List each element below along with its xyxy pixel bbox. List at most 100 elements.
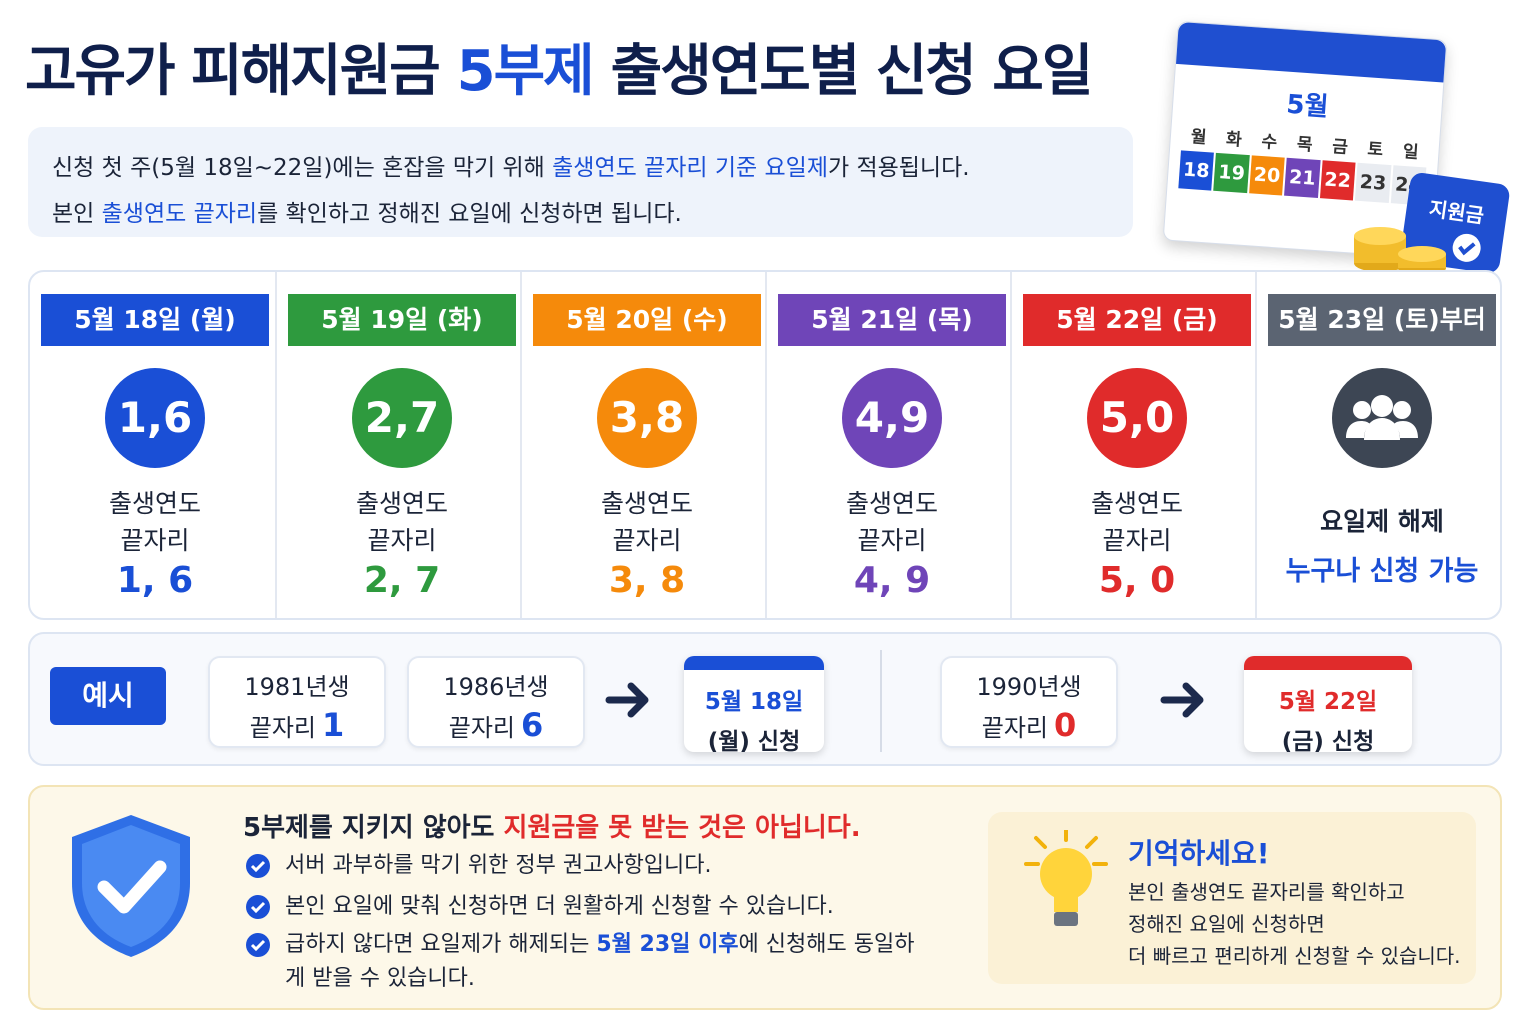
weekday: 목 (1296, 134, 1314, 156)
card-year: 1981년생 (244, 673, 350, 701)
day-column: 5월 19일 (화) 2,7 출생연도 끝자리 2, 7 (275, 272, 525, 618)
intro-box: 신청 첫 주(5월 18일~22일)에는 혼잡을 막기 위해 출생연도 끝자리 … (28, 127, 1133, 237)
day-label: 출생연도 (108, 489, 201, 518)
day-label: 출생연도 (845, 489, 938, 518)
day-label: 끝자리 (1102, 526, 1172, 555)
card-year: 1990년생 (976, 673, 1082, 701)
day-label: 끝자리 (367, 526, 437, 555)
day-value: 3, 8 (608, 560, 686, 601)
bullet-text: 에 신청해도 동일하게 받을 수 있습니다. (285, 932, 915, 991)
card-year: 1986년생 (443, 673, 549, 701)
weekday: 월 (1190, 127, 1208, 149)
bulb-icon (1024, 830, 1108, 926)
result-card: 5월 18일 (월) 신청 (684, 656, 824, 752)
day-label: 끝자리 (120, 526, 190, 555)
date-cell: 22 (1319, 160, 1356, 201)
day-header: 5월 22일 (금) (1023, 294, 1251, 346)
card-digit-row: 끝자리 6 (409, 706, 583, 747)
card-digit-row: 끝자리 0 (942, 706, 1116, 747)
intro-line: 본인 출생연도 끝자리를 확인하고 정해진 요일에 신청하면 됩니다. (52, 191, 1133, 237)
digit-circle: 2,7 (352, 368, 452, 468)
result-card: 5월 22일 (금) 신청 (1244, 656, 1412, 752)
open-line: 누구나 신청 가능 (1285, 556, 1479, 587)
intro-highlight: 출생연도 끝자리 기준 요일제 (552, 155, 828, 181)
arrow (1160, 680, 1210, 724)
title-main: 고유가 피해지원금 (25, 39, 441, 104)
digit-circle: 4,9 (842, 368, 942, 468)
notice-text: 5부제를 지키지 않아도 (243, 813, 504, 843)
date-cell: 23 (1355, 162, 1391, 203)
card-label: 끝자리 (981, 714, 1048, 742)
digit-circle: 1,6 (105, 368, 205, 468)
result-date: 5월 18일 (704, 689, 804, 715)
bullet-highlight: 5월 23일 이후 (596, 932, 739, 957)
intro-text: 가 적용됩니다. (827, 155, 970, 181)
result-day: (금) 신청 (1281, 729, 1375, 752)
weekday: 금 (1331, 136, 1349, 158)
bullet-text: 급하지 않다면 요일제가 해제되는 (285, 932, 597, 957)
card-label: 끝자리 (249, 714, 316, 742)
result-day: (월) 신청 (707, 729, 801, 752)
day-value: 4, 9 (853, 560, 931, 601)
weekday: 토 (1366, 139, 1384, 161)
badge-check (1452, 233, 1481, 262)
notice-panel: 5부제를 지키지 않아도 지원금을 못 받는 것은 아닙니다. 기억하세요! 본… (28, 785, 1502, 1010)
digit-circle: 5,0 (1087, 368, 1187, 468)
divider (880, 650, 882, 752)
open-line: 요일제 해제 (1320, 507, 1444, 536)
card-digit: 0 (1053, 706, 1077, 744)
intro-text: 신청 첫 주(5월 18일~22일)에는 혼잡을 막기 위해 (52, 155, 553, 181)
day-label: 출생연도 (600, 489, 693, 518)
tip-line: 더 빠르고 편리하게 신청할 수 있습니다. (1128, 944, 1461, 968)
day-header: 5월 23일 (토)부터 (1268, 294, 1496, 346)
result-date: 5월 22일 (1278, 689, 1378, 715)
people-icon (1346, 395, 1418, 440)
bullet-check (245, 853, 271, 890)
weekday: 수 (1260, 131, 1278, 154)
day-column: 5월 20일 (수) 3,8 출생연도 끝자리 3, 8 (520, 272, 770, 618)
day-header: 5월 18일 (월) (41, 294, 269, 346)
result-bar (1244, 656, 1412, 670)
intro-line: 신청 첫 주(5월 18일~22일)에는 혼잡을 막기 위해 출생연도 끝자리 … (52, 145, 1133, 191)
arrow-icon (1160, 682, 1204, 718)
title-rest: 출생연도별 신청 요일 (610, 39, 1094, 104)
bullet-check (245, 894, 271, 931)
date-cell: 19 (1213, 152, 1250, 194)
examples-panel: 예시 1981년생 끝자리 1 1986년생 끝자리 6 5월 18일 (월) 신청 1990년… (28, 632, 1502, 766)
date-cell: 21 (1284, 157, 1321, 199)
bullet: 급하지 않다면 요일제가 해제되는 5월 23일 이후에 신청해도 동일하게 받… (245, 928, 925, 996)
day-header: 5월 19일 (화) (288, 294, 516, 346)
bullet-text: 본인 요일에 맞춰 신청하면 더 원활하게 신청할 수 있습니다. (285, 894, 834, 919)
shield-icon (72, 815, 190, 957)
day-label: 출생연도 (1090, 489, 1183, 518)
day-label: 출생연도 (355, 489, 448, 518)
tip-line: 본인 출생연도 끝자리를 확인하고 (1128, 880, 1405, 904)
tip-line: 정해진 요일에 신청하면 (1128, 912, 1325, 936)
day-header: 5월 20일 (수) (533, 294, 761, 346)
example-label: 예시 (50, 667, 166, 725)
result-bar (684, 656, 824, 670)
intro-text: 를 확인하고 정해진 요일에 신청하면 됩니다. (257, 201, 682, 227)
day-column: 5월 21일 (목) 4,9 출생연도 끝자리 4, 9 (765, 272, 1015, 618)
arrow-icon (605, 682, 649, 718)
check-icon (246, 854, 270, 878)
day-value: 5, 0 (1098, 560, 1176, 601)
tip-title: 기억하세요! (1128, 837, 1270, 870)
card-digit-row: 끝자리 1 (210, 706, 384, 747)
bullet: 본인 요일에 맞춰 신청하면 더 원활하게 신청할 수 있습니다. (245, 890, 925, 924)
intro-text: 본인 (52, 201, 102, 227)
day-value: 1, 6 (116, 560, 194, 601)
weekday: 일 (1402, 141, 1420, 163)
day-header: 5월 21일 (목) (778, 294, 1006, 346)
check-icon (246, 895, 270, 919)
group-icon (1332, 368, 1432, 468)
day-label: 끝자리 (612, 526, 682, 555)
